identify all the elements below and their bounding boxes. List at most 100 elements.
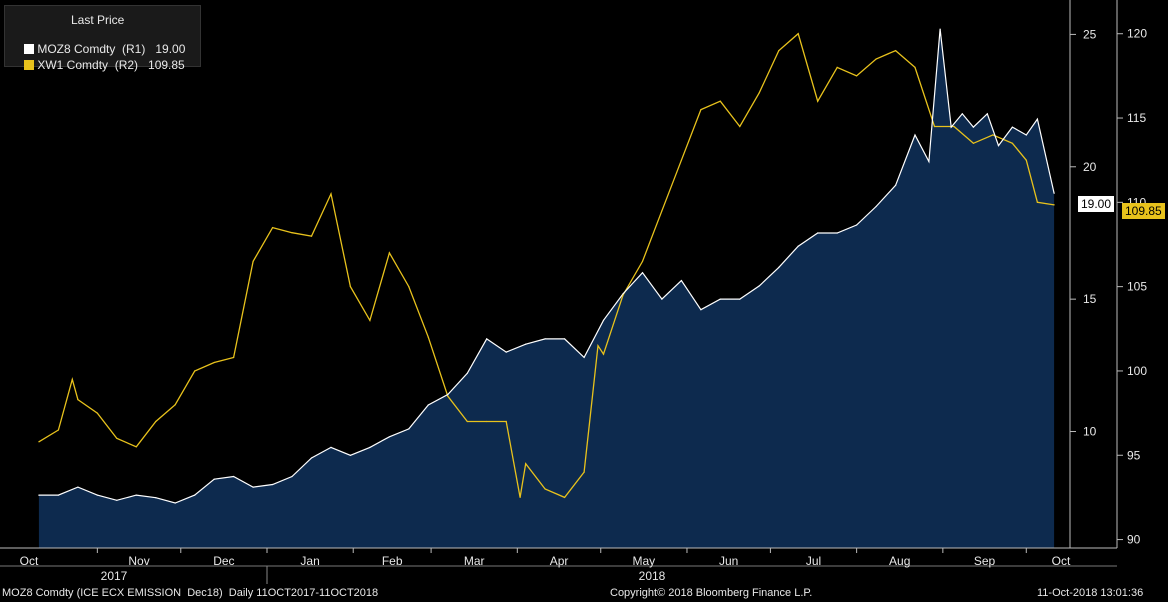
r1-area bbox=[38, 29, 1055, 549]
r2-point bbox=[856, 75, 858, 77]
r2-point bbox=[544, 488, 546, 490]
footer-copyright: Copyright© 2018 Bloomberg Finance L.P. bbox=[610, 587, 813, 599]
r2-point bbox=[310, 235, 313, 237]
x-tick-label: Dec bbox=[213, 554, 234, 568]
r2-point bbox=[291, 232, 293, 234]
x-tick-label: Jul bbox=[806, 554, 821, 568]
r2-point bbox=[817, 100, 819, 102]
r1-point bbox=[602, 319, 605, 321]
r2-point bbox=[349, 286, 351, 288]
r2-point bbox=[519, 496, 521, 498]
r2-point bbox=[564, 496, 566, 498]
r2-point bbox=[505, 420, 507, 423]
r2-point bbox=[992, 134, 994, 136]
r2-point bbox=[272, 227, 274, 229]
legend-entry-r2: XW1 Comdty (R2) 109.85 bbox=[11, 44, 185, 86]
r2-point bbox=[447, 395, 449, 397]
r1-tick-label: 25 bbox=[1083, 27, 1097, 41]
r1-point bbox=[739, 298, 741, 300]
r2-point bbox=[388, 252, 390, 254]
r1-point bbox=[252, 486, 254, 488]
r1-point bbox=[77, 486, 79, 488]
area-layer bbox=[38, 29, 1055, 549]
r1-point bbox=[194, 494, 196, 496]
r2-point bbox=[895, 50, 897, 52]
r2-point bbox=[583, 471, 585, 473]
line-layer bbox=[38, 28, 1055, 504]
r1-point bbox=[583, 356, 585, 358]
r1-point bbox=[836, 232, 838, 234]
r1-point bbox=[895, 184, 897, 186]
r1-point bbox=[310, 457, 313, 459]
r1-point bbox=[641, 272, 644, 274]
r2-point bbox=[778, 50, 780, 52]
r1-point bbox=[950, 126, 952, 128]
r2-point bbox=[719, 100, 721, 102]
r2-point bbox=[1025, 159, 1027, 161]
r1-point bbox=[622, 293, 624, 295]
r2-tick-label: 95 bbox=[1127, 448, 1141, 462]
r2-point bbox=[155, 420, 157, 423]
r2-point bbox=[408, 286, 410, 288]
r1-point bbox=[1036, 118, 1038, 120]
r2-point bbox=[602, 353, 605, 355]
r1-tick-label: 10 bbox=[1083, 425, 1097, 439]
x-tick-label: Nov bbox=[128, 554, 149, 568]
x-tick-label: Apr bbox=[550, 554, 569, 568]
r2-point bbox=[174, 404, 176, 406]
x-tick-label: Jun bbox=[719, 554, 738, 568]
r2-tick-label: 120 bbox=[1127, 27, 1147, 41]
x-tick-label: Feb bbox=[382, 554, 403, 568]
r1-point bbox=[486, 338, 488, 340]
r2-point bbox=[641, 260, 644, 262]
footer-security-info: MOZ8 Comdty (ICE ECX EMISSION Dec18) Dai… bbox=[2, 587, 379, 599]
r1-point bbox=[349, 454, 351, 456]
r2-point bbox=[680, 159, 683, 161]
r1-point bbox=[986, 113, 988, 115]
r1-point bbox=[427, 404, 429, 406]
r1-point bbox=[447, 393, 449, 396]
r2-point bbox=[194, 370, 196, 372]
r2-point bbox=[953, 125, 955, 128]
r2-point bbox=[466, 420, 468, 423]
r1-point bbox=[817, 232, 819, 234]
r1-tick-label: 20 bbox=[1083, 160, 1097, 174]
r1-point bbox=[875, 205, 877, 208]
r1-point bbox=[661, 298, 663, 300]
r2-point bbox=[622, 294, 624, 296]
r1-point bbox=[96, 494, 98, 496]
legend-entry-r1: MOZ8 Comdty (R1) 19.00 bbox=[11, 28, 185, 70]
r2-point bbox=[597, 345, 599, 347]
legend-label-r1: MOZ8 Comdty (R1) 19.00 bbox=[37, 42, 186, 56]
r2-point bbox=[77, 399, 79, 401]
legend-title: Last Price bbox=[71, 13, 125, 27]
r2-point bbox=[38, 441, 40, 443]
r1-point bbox=[291, 475, 293, 478]
r2-point bbox=[213, 361, 215, 364]
r1-tick-label: 15 bbox=[1083, 292, 1097, 306]
r2-point bbox=[427, 336, 429, 338]
r2-point bbox=[486, 420, 488, 423]
axis-layer: 101520259095100105110115120OctNovDecJanF… bbox=[0, 0, 1147, 584]
last-value-r1: 19.00 bbox=[1078, 196, 1115, 212]
r1-point bbox=[233, 475, 235, 478]
r2-point bbox=[96, 412, 98, 414]
x-tick-label: Sep bbox=[974, 554, 996, 568]
r2-point bbox=[71, 378, 73, 380]
r1-point bbox=[525, 343, 527, 345]
r1-point bbox=[564, 338, 566, 340]
x-tick-label: Oct bbox=[1052, 554, 1071, 568]
r2-point bbox=[252, 260, 254, 262]
r2-tick-label: 105 bbox=[1127, 280, 1147, 294]
legend-swatch-r2 bbox=[24, 60, 35, 70]
x-tick-label: May bbox=[633, 554, 656, 568]
r2-point bbox=[875, 58, 877, 60]
r2-point bbox=[758, 92, 760, 94]
r1-point bbox=[961, 113, 963, 115]
r2-point bbox=[972, 142, 975, 144]
r1-point bbox=[797, 245, 799, 247]
year-label-2017: 2017 bbox=[101, 569, 128, 583]
r2-point bbox=[1053, 204, 1055, 206]
r1-point bbox=[928, 160, 930, 163]
